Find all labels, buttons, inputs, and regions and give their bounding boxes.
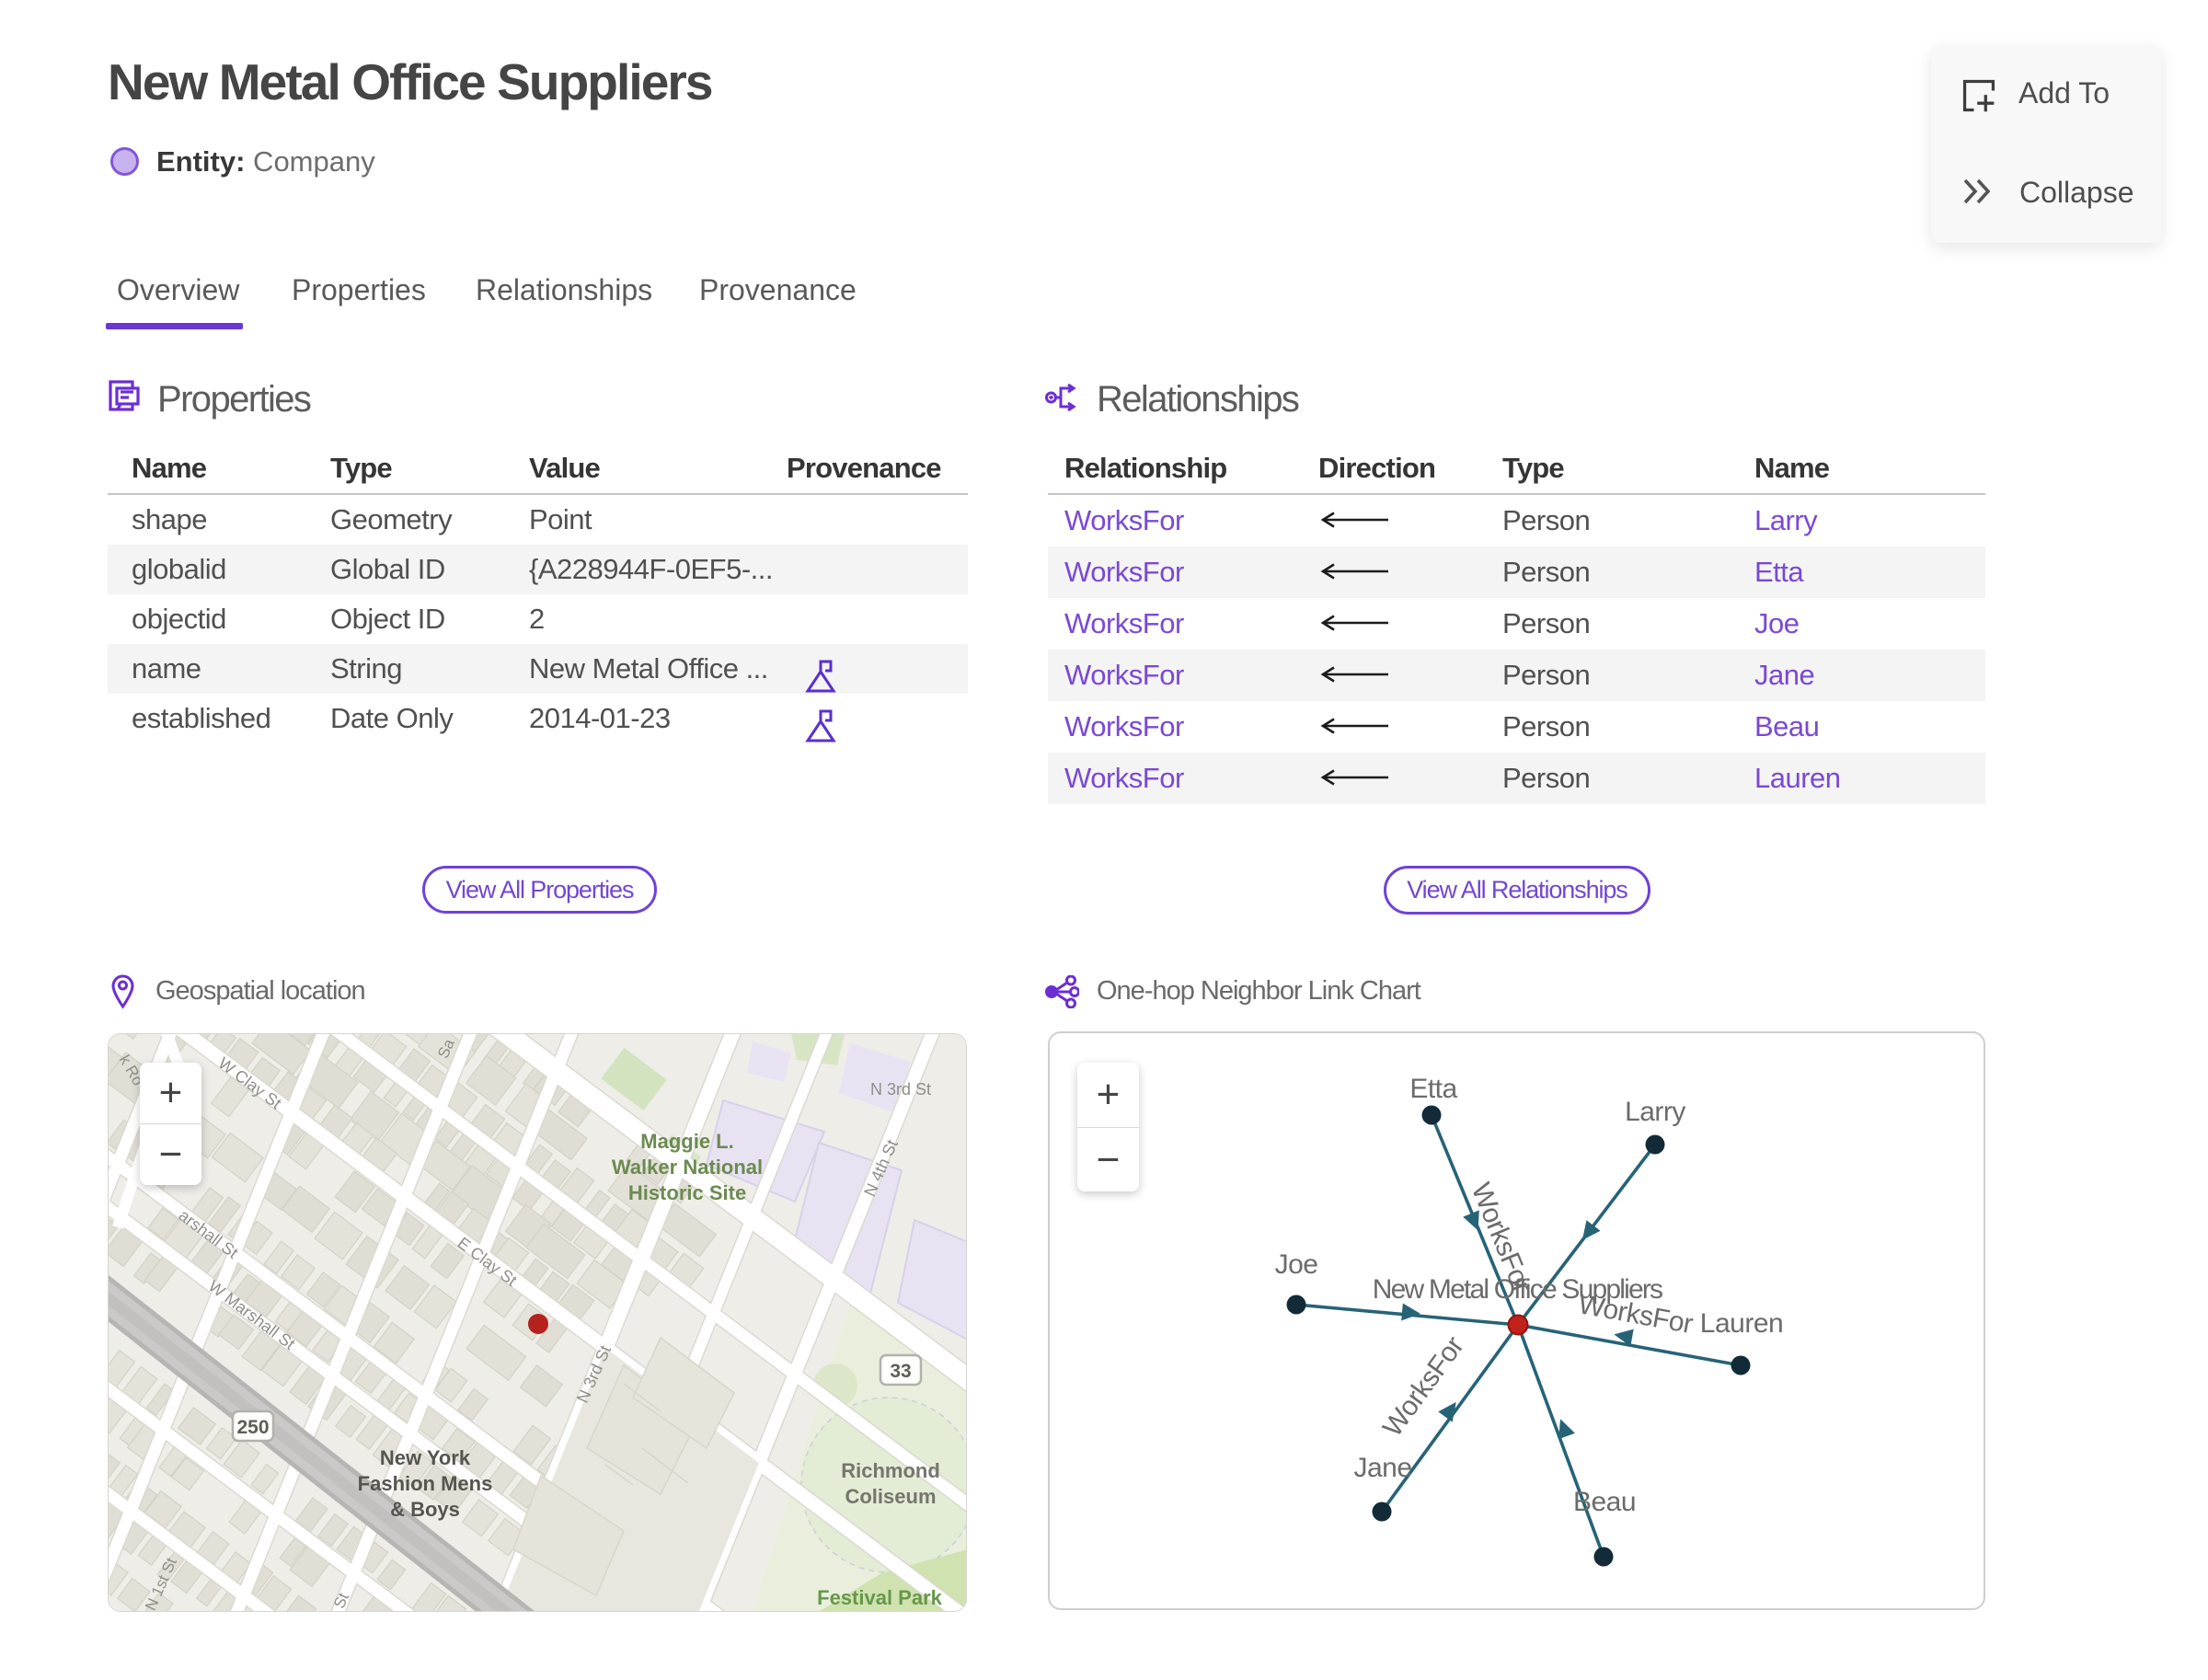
svg-text:Coliseum: Coliseum xyxy=(845,1485,936,1508)
svg-text:Beau: Beau xyxy=(1573,1487,1636,1517)
svg-text:Joe: Joe xyxy=(1275,1249,1318,1280)
svg-text:Historic Site: Historic Site xyxy=(628,1181,746,1204)
svg-text:Lauren: Lauren xyxy=(1700,1308,1783,1339)
svg-text:Maggie L.: Maggie L. xyxy=(640,1130,733,1153)
svg-text:Walker National: Walker National xyxy=(612,1156,763,1179)
svg-text:33: 33 xyxy=(890,1361,911,1382)
svg-text:Fashion Mens: Fashion Mens xyxy=(358,1472,493,1495)
svg-text:Larry: Larry xyxy=(1625,1097,1685,1127)
svg-text:New York: New York xyxy=(380,1446,471,1469)
svg-text:WorksFor: WorksFor xyxy=(1377,1331,1470,1443)
svg-text:Richmond: Richmond xyxy=(841,1459,940,1482)
svg-text:& Boys: & Boys xyxy=(390,1498,460,1521)
svg-text:New Metal Office Suppliers: New Metal Office Suppliers xyxy=(1373,1274,1662,1305)
svg-text:N 3rd St: N 3rd St xyxy=(870,1080,931,1099)
svg-text:Etta: Etta xyxy=(1409,1074,1457,1104)
svg-text:Jane: Jane xyxy=(1353,1453,1411,1483)
svg-text:St: St xyxy=(330,1590,352,1611)
svg-text:Festival Park: Festival Park xyxy=(817,1586,943,1609)
svg-text:250: 250 xyxy=(236,1417,269,1438)
